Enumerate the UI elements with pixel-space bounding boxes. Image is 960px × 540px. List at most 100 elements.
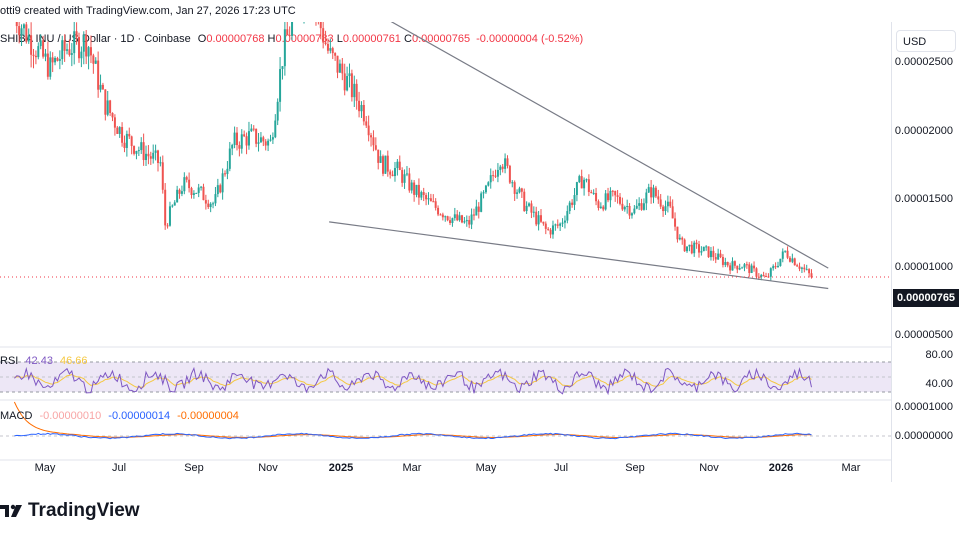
candle-body (599, 206, 602, 208)
candle-body (633, 208, 636, 214)
candle-body (487, 182, 490, 186)
candle-body (245, 136, 248, 146)
candle-body (22, 24, 25, 29)
candle-body (662, 206, 665, 212)
candle-body (360, 104, 363, 112)
tradingview-brand[interactable]: TradingView (0, 496, 140, 526)
candle-body (427, 198, 430, 200)
candle-body (621, 203, 624, 210)
rsi-label[interactable]: RSI (0, 355, 19, 367)
candle-body (748, 264, 751, 273)
candle-body (772, 266, 775, 269)
candle-body (185, 177, 188, 180)
candle-body (690, 244, 693, 254)
candle-body (808, 269, 811, 274)
candle-body (207, 203, 210, 208)
rsi-ma-value: 46.66 (60, 355, 88, 367)
candle-body (171, 205, 174, 207)
candle-body (779, 258, 782, 266)
candle-body (674, 218, 677, 227)
candle-body (195, 192, 198, 194)
candle-body (437, 207, 440, 215)
candle-body (61, 40, 64, 60)
ohlc-c-label: C (404, 33, 412, 45)
candle-body (422, 192, 425, 196)
candle-body (650, 187, 653, 198)
candle-body (664, 206, 667, 212)
candle-body (281, 66, 284, 70)
candle-body (717, 253, 720, 260)
candle-body (559, 223, 562, 226)
candle-body (590, 191, 593, 194)
candle-body (255, 128, 258, 144)
candle-body (563, 220, 566, 223)
candle-body (346, 76, 349, 91)
candle-body (367, 125, 370, 136)
candle-body (571, 202, 574, 205)
time-tick: Nov (258, 462, 278, 474)
candle-body (477, 206, 480, 212)
candle-body (729, 265, 732, 271)
candle-body (279, 69, 282, 102)
candle-body (753, 265, 756, 269)
candle-body (365, 121, 368, 126)
macd-label[interactable]: MACD (0, 410, 33, 422)
candle-body (693, 242, 696, 254)
candle-body (516, 192, 519, 194)
currency-selector[interactable]: USD (896, 30, 956, 52)
price-tick: 0.00001000 (894, 261, 953, 273)
candle-body (401, 170, 404, 183)
candle-body (109, 100, 112, 113)
macd-tick: 0.00000000 (894, 430, 953, 442)
candle-body (161, 162, 164, 190)
candle-body (425, 195, 428, 200)
candle-body (774, 266, 777, 268)
candle-body (75, 31, 78, 38)
candle-body (614, 191, 617, 196)
candle-body (568, 202, 571, 212)
candle-body (154, 150, 157, 153)
candle-body (145, 153, 148, 161)
candle-body (449, 220, 452, 223)
time-tick: Sep (184, 462, 204, 474)
candle-body (738, 268, 741, 270)
candle-body (719, 253, 722, 258)
candle-body (118, 127, 121, 134)
candle-body (463, 221, 466, 223)
chart-header: otti9 created with TradingView.com, Jan … (0, 0, 960, 22)
candle-body (492, 175, 495, 177)
candle-body (496, 169, 499, 177)
candle-body (482, 192, 485, 194)
candle-body (341, 63, 344, 74)
candle-body (283, 29, 286, 67)
candle-body (604, 193, 607, 210)
candle-body (415, 184, 418, 195)
time-tick: Sep (625, 462, 645, 474)
candle-body (221, 173, 224, 193)
candle-body (657, 196, 660, 200)
candle-body (528, 203, 531, 206)
candle-body (77, 37, 80, 59)
candle-body (721, 257, 724, 265)
candle-body (757, 276, 760, 278)
candle-body (372, 137, 375, 146)
candle-body (66, 49, 69, 51)
candle-body (212, 203, 215, 205)
candle-body (724, 262, 727, 265)
currency-label: USD (903, 36, 927, 48)
candle-body (264, 141, 267, 146)
candle-body (348, 73, 351, 77)
candle-body (15, 22, 18, 27)
candle-body (666, 201, 669, 207)
candle-body (262, 137, 265, 142)
candle-body (511, 182, 514, 184)
candle-body (451, 218, 454, 223)
price-chart[interactable] (0, 22, 891, 482)
candle-body (798, 266, 801, 269)
candle-body (403, 174, 406, 183)
price-axis[interactable]: 0.00002500 0.00002000 0.00001500 0.00001… (891, 22, 960, 482)
candle-body (343, 73, 346, 91)
candle-body (235, 132, 238, 146)
ohlc-o-label: O (197, 33, 207, 45)
candle-body (252, 128, 255, 130)
